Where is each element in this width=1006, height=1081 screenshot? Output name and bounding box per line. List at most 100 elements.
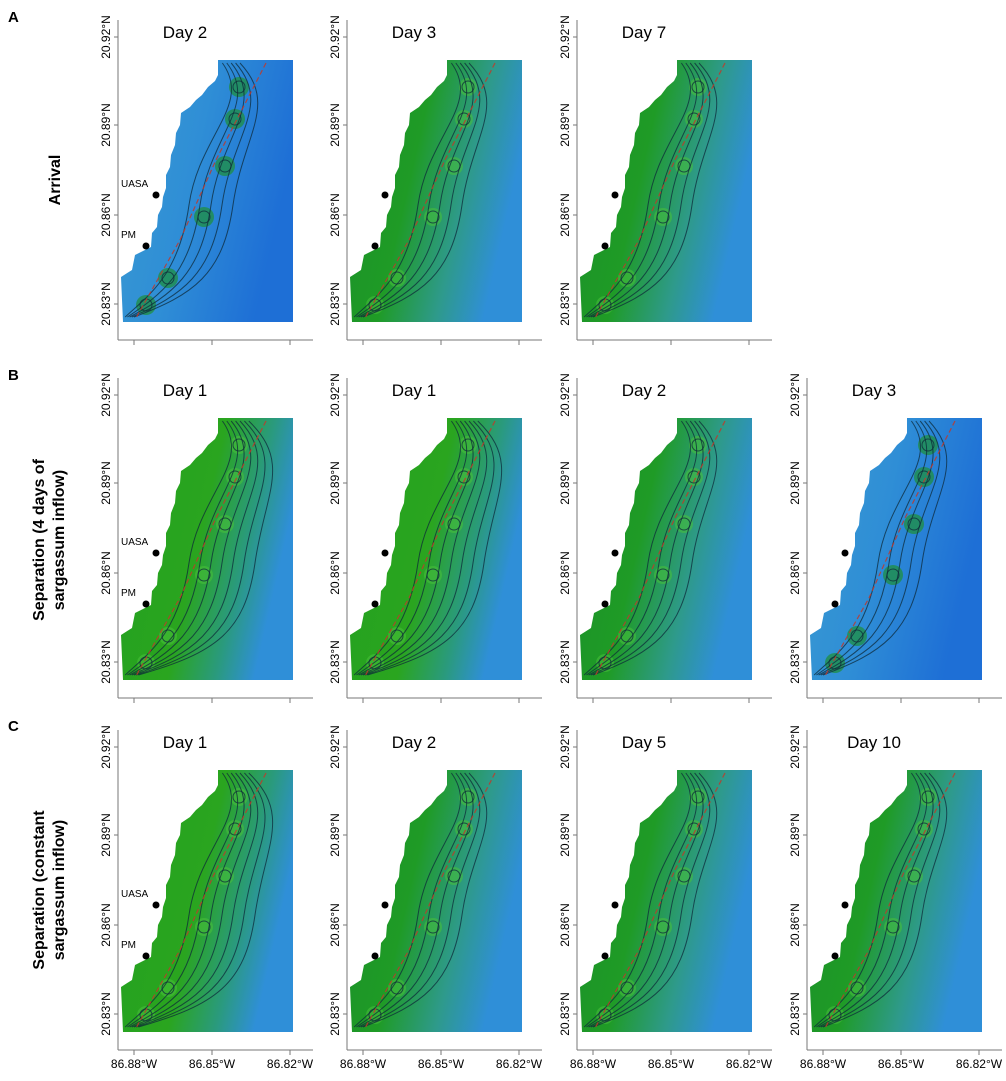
panel-title: Day 2: [622, 381, 666, 400]
deposit-contour: [677, 159, 691, 173]
deposit-contour: [598, 656, 612, 670]
concentration-contour: [133, 62, 259, 318]
lat-tick-label: 20.89°N: [328, 461, 342, 505]
site-marker: [831, 600, 839, 608]
deposit-contour: [426, 920, 440, 934]
row-label: Separation (4 days of: [31, 458, 48, 620]
concentration-contour: [356, 772, 468, 1028]
deposit-contour: [139, 1008, 153, 1022]
lon-tick-label: 86.82°W: [956, 1057, 1003, 1071]
lat-tick-label: 20.92°N: [99, 373, 113, 417]
row-letter: A: [8, 9, 19, 26]
concentration-contour: [818, 420, 934, 676]
concentration-contour: [365, 420, 495, 676]
deposit-contour: [218, 517, 232, 531]
deposit-contour: [687, 822, 701, 836]
concentration-contour: [586, 772, 698, 1028]
deposit-contour: [907, 869, 921, 883]
lat-tick-label: 20.92°N: [788, 725, 802, 769]
sargassum-field: [810, 418, 982, 680]
concentration-contour: [586, 62, 698, 318]
deposit-contour: [886, 920, 900, 934]
site-marker: [381, 191, 389, 199]
concentration-contour: [820, 772, 941, 1028]
shoreline-trace: [364, 420, 496, 677]
deposit-contour: [687, 470, 701, 484]
deposit-contour: [139, 298, 153, 312]
concentration-contour: [356, 62, 468, 318]
concentration-contour: [590, 772, 711, 1028]
deposit-contour: [228, 470, 242, 484]
deposit-contour: [228, 112, 242, 126]
deposit-contour: [620, 629, 634, 643]
sargassum-field: [121, 418, 293, 680]
lat-tick-label: 20.86°N: [99, 551, 113, 595]
deposit-contour: [598, 298, 612, 312]
concentration-contour: [588, 772, 704, 1028]
sargassum-field: [121, 60, 293, 322]
shoreline-trace: [594, 420, 726, 677]
deposit-contour: [368, 656, 382, 670]
concentration-contour: [136, 772, 266, 1028]
lon-tick-label: 86.85°W: [189, 1057, 236, 1071]
deposit-contour: [457, 470, 471, 484]
concentration-contour: [820, 420, 941, 676]
site-marker: [381, 549, 389, 557]
deposit-spot: [229, 77, 249, 97]
lat-tick-label: 20.83°N: [99, 992, 113, 1036]
site-marker: [381, 901, 389, 909]
lat-tick-label: 20.86°N: [99, 903, 113, 947]
concentration-contour: [358, 62, 474, 318]
deposit-contour: [197, 920, 211, 934]
deposit-contour: [447, 517, 461, 531]
deposit-contour: [426, 210, 440, 224]
site-marker: [142, 952, 150, 960]
concentration-contour: [360, 420, 481, 676]
shoreline-trace: [824, 420, 956, 677]
row-letter: C: [8, 718, 19, 735]
panel-title: Day 5: [622, 733, 666, 752]
sargassum-field: [350, 770, 522, 1032]
panel-title: Day 10: [847, 733, 901, 752]
concentration-contour: [586, 420, 698, 676]
lon-tick-label: 86.85°W: [648, 1057, 695, 1071]
concentration-contour: [360, 62, 481, 318]
deposit-contour: [228, 822, 242, 836]
concentration-contour: [133, 420, 259, 676]
concentration-contour: [358, 772, 474, 1028]
panel-title: Day 3: [852, 381, 896, 400]
site-label: PM: [121, 588, 136, 599]
deposit-contour: [232, 80, 246, 94]
deposit-contour: [921, 790, 935, 804]
lat-tick-label: 20.92°N: [328, 373, 342, 417]
lat-tick-label: 20.83°N: [558, 992, 572, 1036]
lat-tick-label: 20.83°N: [99, 282, 113, 326]
lat-tick-label: 20.92°N: [558, 15, 572, 59]
panel-title: Day 1: [163, 381, 207, 400]
deposit-contour: [139, 656, 153, 670]
lat-tick-label: 20.92°N: [99, 15, 113, 59]
lat-tick-label: 20.86°N: [328, 903, 342, 947]
deposit-contour: [656, 568, 670, 582]
lat-tick-label: 20.89°N: [328, 103, 342, 147]
site-marker: [841, 901, 849, 909]
shoreline-trace: [135, 772, 267, 1029]
site-marker: [152, 901, 160, 909]
deposit-contour: [197, 568, 211, 582]
concentration-contour: [592, 772, 718, 1028]
deposit-contour: [197, 210, 211, 224]
concentration-contour: [133, 772, 259, 1028]
deposit-spot: [158, 268, 178, 288]
deposit-contour: [886, 568, 900, 582]
deposit-contour: [457, 822, 471, 836]
site-marker: [371, 242, 379, 250]
row-letter: B: [8, 367, 19, 384]
map-panel: Day 1 UASA PM 20.92°N 20.89°N 20.86°N 20.83°N 8…: [99, 725, 314, 1071]
row-label: sargassum inflow): [51, 470, 68, 610]
site-marker: [611, 191, 619, 199]
lat-tick-label: 20.86°N: [788, 551, 802, 595]
panel-title: Day 2: [392, 733, 436, 752]
concentration-contour: [127, 772, 239, 1028]
site-marker: [601, 242, 609, 250]
concentration-contour: [129, 772, 245, 1028]
